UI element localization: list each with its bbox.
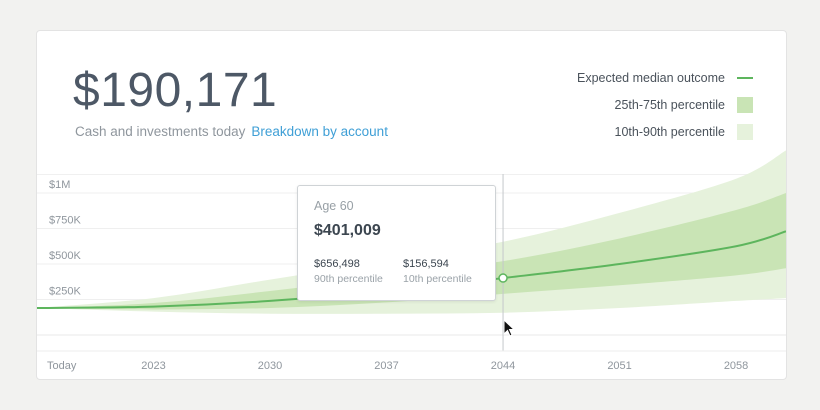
mouse-cursor-icon: [503, 319, 516, 337]
highlight-point: [498, 273, 508, 283]
subtitle-text: Cash and investments today: [75, 124, 246, 139]
legend-item-25-75: 25th-75th percentile: [577, 91, 753, 118]
x-tick-label: 2058: [724, 360, 748, 372]
chart-tooltip: Age 60 $401,009 $656,498 90th percentile…: [297, 185, 496, 301]
tooltip-p90-value: $656,498: [314, 258, 360, 270]
legend-10-90-label: 10th-90th percentile: [614, 124, 726, 139]
tooltip-p10-label: 10th percentile: [403, 273, 472, 285]
legend-25-75-label: 25th-75th percentile: [614, 97, 726, 112]
band-25-75: [37, 193, 786, 310]
tooltip-value: $401,009: [314, 222, 381, 239]
breakdown-link[interactable]: Breakdown by account: [251, 124, 388, 139]
tooltip-p90: $656,498 90th percentile: [314, 258, 383, 285]
total-value: $190,171: [73, 64, 278, 117]
legend-median-swatch: [737, 76, 753, 79]
x-tick-label: Today: [47, 360, 77, 372]
legend-median-label: Expected median outcome: [576, 70, 725, 85]
legend-item-10-90: 10th-90th percentile: [577, 118, 753, 145]
y-tick-label: $750K: [49, 215, 81, 227]
tooltip-age: Age 60: [314, 199, 354, 213]
legend-25-75-swatch: [737, 96, 753, 113]
y-tick-label: $500K: [49, 250, 81, 262]
projection-card: $190,171 Cash and investments today Break…: [36, 30, 787, 380]
x-tick-label: 2030: [258, 360, 282, 372]
legend-10-90-swatch: [737, 123, 753, 140]
projection-chart[interactable]: $250K $500K $750K $1M Today 2023 2030 2037 2044 2…: [37, 31, 786, 379]
tooltip-p90-label: 90th percentile: [314, 273, 383, 285]
x-tick-label: 2037: [374, 360, 398, 372]
tooltip-p10-value: $156,594: [403, 258, 449, 270]
legend-item-median: Expected median outcome: [577, 64, 753, 91]
x-tick-label: 2044: [491, 360, 515, 372]
header-divider: [37, 174, 786, 175]
legend: Expected median outcome 25th-75th percen…: [577, 64, 753, 145]
subtitle: Cash and investments today Breakdown by a…: [75, 124, 388, 139]
y-tick-label: $250K: [49, 286, 81, 298]
x-tick-label: 2023: [141, 360, 165, 372]
x-tick-label: 2051: [607, 360, 631, 372]
y-tick-label: $1M: [49, 179, 70, 191]
tooltip-p10: $156,594 10th percentile: [403, 258, 472, 285]
